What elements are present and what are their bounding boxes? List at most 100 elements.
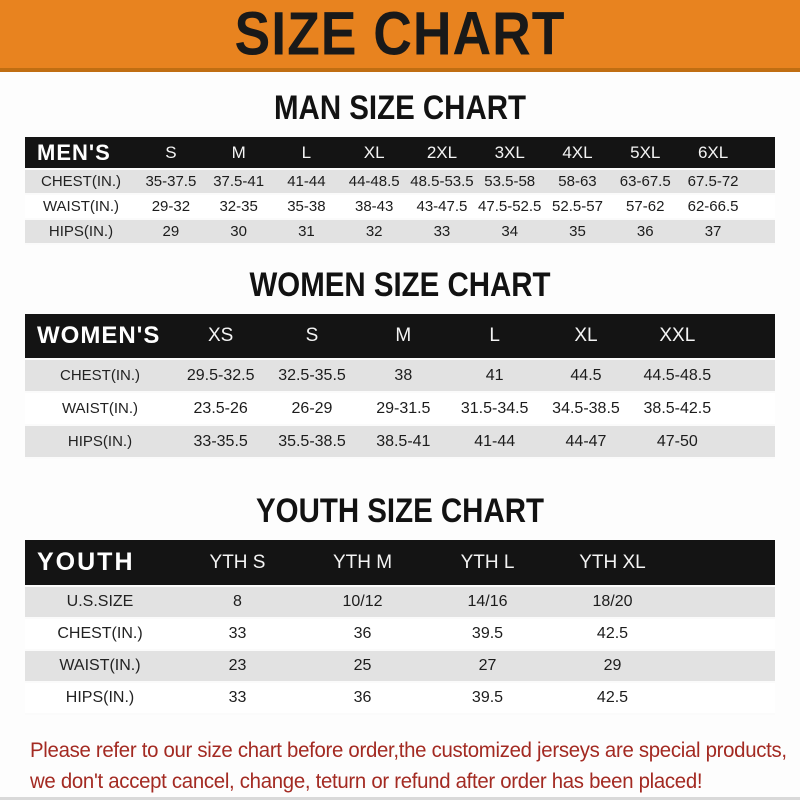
size-value-cell: 39.5 (425, 682, 550, 715)
size-value-cell: 35 (543, 219, 612, 245)
size-value-cell: 10/12 (300, 586, 425, 619)
size-value-cell: 53.5-58 (475, 169, 544, 195)
size-value-cell: 29-31.5 (357, 392, 449, 426)
size-value-cell: 35.5-38.5 (266, 425, 358, 459)
size-value-cell: 37.5-41 (204, 169, 273, 195)
size-value-cell: 38.5-41 (357, 425, 449, 459)
size-value-cell: 25 (300, 650, 425, 683)
size-value-cell: 26-29 (266, 392, 358, 426)
size-value-cell: 48.5-53.5 (408, 169, 476, 195)
size-value-cell: 43-47.5 (408, 194, 476, 220)
column-header: L (448, 314, 541, 360)
size-value-cell: 44.5-48.5 (631, 359, 723, 393)
youth-section-heading: YOUTH SIZE CHART (256, 491, 544, 530)
filler-cell (747, 194, 775, 220)
filler-cell (723, 392, 775, 426)
size-value-cell: 37 (679, 219, 747, 245)
column-header: L (272, 137, 341, 170)
table-row: HIPS(IN.) 29 30 31 32 33 34 35 36 37 (25, 219, 775, 245)
filler-cell (723, 314, 775, 360)
size-value-cell: 23 (175, 650, 300, 683)
row-label: U.S.SIZE (25, 586, 175, 619)
size-value-cell: 33 (175, 618, 300, 651)
filler-cell (675, 618, 775, 651)
row-label: WAIST(IN.) (25, 194, 137, 220)
row-label: HIPS(IN.) (25, 425, 175, 459)
table-row: WAIST(IN.) 23 25 27 29 (25, 650, 775, 683)
filler-cell (675, 650, 775, 683)
table-row: CHEST(IN.) 29.5-32.5 32.5-35.5 38 41 44.5 44.5… (25, 359, 775, 393)
column-header: XL (540, 314, 632, 360)
size-value-cell: 33 (175, 682, 300, 715)
youth-size-table: YOUTH YTH S YTH M YTH L YTH XL U.S.SIZE 8 10/12… (25, 540, 775, 715)
size-value-cell: 34 (475, 219, 544, 245)
size-value-cell: 27 (425, 650, 550, 683)
size-value-cell: 36 (611, 219, 680, 245)
size-value-cell: 29-32 (137, 194, 205, 220)
filler-cell (675, 682, 775, 715)
size-value-cell: 52.5-57 (543, 194, 612, 220)
table-title-cell: MEN'S (25, 137, 137, 170)
size-value-cell: 29 (550, 650, 675, 683)
size-value-cell: 31 (272, 219, 341, 245)
row-label: CHEST(IN.) (25, 618, 175, 651)
size-value-cell: 63-67.5 (611, 169, 680, 195)
column-header: YTH L (425, 540, 550, 587)
column-header: YTH XL (550, 540, 675, 587)
disclaimer-line-2: we don't accept cancel, change, teturn o… (30, 770, 703, 793)
column-header: YTH M (300, 540, 425, 587)
column-header: 6XL (679, 137, 747, 170)
column-header: 4XL (543, 137, 612, 170)
disclaimer-line-1: Please refer to our size chart before or… (30, 739, 787, 762)
row-label: HIPS(IN.) (25, 219, 137, 245)
column-header: M (357, 314, 449, 360)
size-value-cell: 34.5-38.5 (540, 392, 632, 426)
women-section: WOMEN SIZE CHART WOMEN'S XS S M L XL XXL CHEST(… (0, 265, 800, 459)
column-header: YTH S (175, 540, 300, 587)
table-row: WAIST(IN.) 23.5-26 26-29 29-31.5 31.5-34.5 34… (25, 392, 775, 426)
table-title-cell: WOMEN'S (25, 314, 175, 360)
youth-section: YOUTH SIZE CHART YOUTH YTH S YTH M YTH L YTH… (0, 491, 800, 715)
women-section-heading: WOMEN SIZE CHART (249, 265, 551, 304)
table-row: HIPS(IN.) 33 36 39.5 42.5 (25, 682, 775, 715)
table-row: HIPS(IN.) 33-35.5 35.5-38.5 38.5-41 41-44 44-… (25, 425, 775, 459)
filler-cell (747, 137, 775, 170)
size-value-cell: 29.5-32.5 (175, 359, 267, 393)
table-row: CHEST(IN.) 33 36 39.5 42.5 (25, 618, 775, 651)
size-value-cell: 38.5-42.5 (631, 392, 723, 426)
size-value-cell: 23.5-26 (175, 392, 267, 426)
column-header: XL (340, 137, 409, 170)
row-label: CHEST(IN.) (25, 359, 175, 393)
size-value-cell: 8 (175, 586, 300, 619)
size-value-cell: 67.5-72 (679, 169, 747, 195)
filler-cell (747, 169, 775, 195)
disclaimer: Please refer to our size chart before or… (30, 735, 800, 797)
size-value-cell: 41-44 (272, 169, 341, 195)
row-label: WAIST(IN.) (25, 650, 175, 683)
column-header: M (204, 137, 273, 170)
table-row: U.S.SIZE 8 10/12 14/16 18/20 (25, 586, 775, 619)
size-value-cell: 36 (300, 682, 425, 715)
size-value-cell: 32-35 (204, 194, 273, 220)
size-value-cell: 32 (340, 219, 409, 245)
men-size-table: MEN'S S M L XL 2XL 3XL 4XL 5XL 6XL CHEST(IN.) 35-37… (25, 137, 775, 245)
size-value-cell: 47-50 (631, 425, 723, 459)
column-header: 2XL (408, 137, 476, 170)
size-value-cell: 38-43 (340, 194, 409, 220)
women-size-table: WOMEN'S XS S M L XL XXL CHEST(IN.) 29.5-32.5 32.5… (25, 314, 775, 459)
banner: SIZE CHART (0, 0, 800, 72)
table-title-cell: YOUTH (25, 540, 175, 587)
size-value-cell: 31.5-34.5 (448, 392, 541, 426)
row-label: HIPS(IN.) (25, 682, 175, 715)
size-value-cell: 35-37.5 (137, 169, 205, 195)
column-header: S (137, 137, 205, 170)
size-value-cell: 33-35.5 (175, 425, 267, 459)
filler-cell (723, 425, 775, 459)
size-value-cell: 44.5 (540, 359, 632, 393)
size-value-cell: 39.5 (425, 618, 550, 651)
size-value-cell: 44-47 (540, 425, 632, 459)
table-header-row: WOMEN'S XS S M L XL XXL (25, 314, 775, 360)
column-header: 3XL (475, 137, 544, 170)
table-row: WAIST(IN.) 29-32 32-35 35-38 38-43 43-47.5 47.… (25, 194, 775, 220)
row-label: WAIST(IN.) (25, 392, 175, 426)
